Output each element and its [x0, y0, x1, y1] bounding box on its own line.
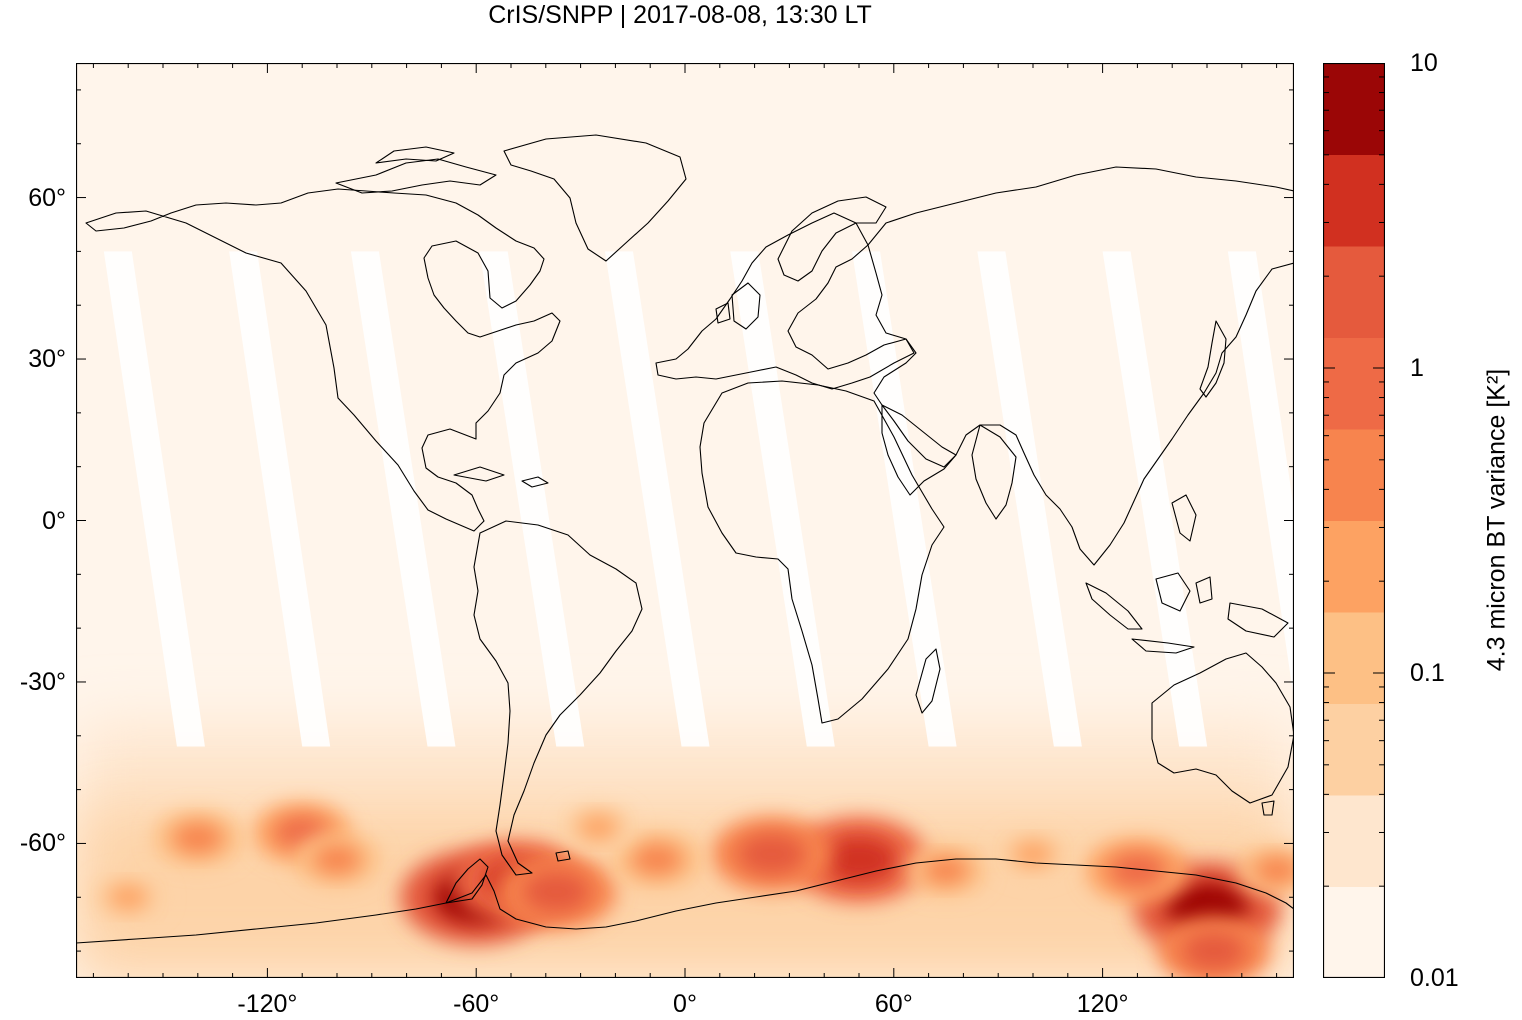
swath-gap-1 — [229, 251, 331, 747]
swath-gap-4 — [604, 251, 710, 747]
swath-gap-0 — [103, 251, 205, 747]
colorbar-label-3: 0.01 — [1410, 964, 1459, 992]
coastlines — [76, 134, 1294, 978]
swath-gap-3 — [479, 251, 585, 747]
colorbar-label-2: 0.1 — [1410, 659, 1445, 687]
colorbar — [1323, 63, 1385, 978]
hotspot-11 — [631, 844, 683, 875]
hotspot-9 — [172, 822, 224, 854]
hotspot-10 — [313, 844, 361, 875]
chart-title: CrIS/SNPP | 2017-08-08, 13:30 LT — [488, 1, 872, 29]
lon-label-0: -120° — [237, 990, 298, 1018]
coast-madagascar — [915, 648, 941, 714]
hotspot-2 — [522, 871, 590, 913]
coast-caribbean — [453, 466, 549, 488]
swath-gap-6 — [852, 251, 957, 747]
colorbar-segment-1 — [1323, 795, 1385, 887]
coast-indonesia — [1085, 494, 1289, 654]
hotspot-12 — [577, 814, 619, 840]
swath-gaps — [103, 251, 1294, 747]
coast-antarctica — [76, 858, 1294, 978]
coast-arctic-islands — [335, 146, 497, 194]
hotspot-6 — [1182, 931, 1246, 971]
lat-label-2: 0° — [42, 506, 66, 535]
hotspot-14 — [1012, 841, 1054, 867]
colorbar-label-0: 10 — [1410, 49, 1438, 77]
coast-scandinavia — [777, 196, 887, 282]
coast-india — [971, 424, 1017, 520]
coast-antarctic-peninsula — [445, 858, 489, 904]
hotspot-3 — [820, 836, 898, 884]
lon-label-2: 0° — [673, 990, 697, 1018]
lon-label-4: 120° — [1076, 990, 1129, 1018]
lon-label-1: -60° — [453, 990, 500, 1018]
coast-south-america — [473, 520, 643, 876]
colorbar-label-1: 1 — [1410, 354, 1424, 382]
hotspot-4 — [738, 833, 806, 875]
swath-gap-5 — [730, 251, 835, 747]
swath-gap-9 — [1227, 251, 1294, 700]
swath-gap-8 — [1102, 251, 1208, 747]
coast-africa — [699, 380, 945, 724]
coast-falklands — [555, 850, 571, 862]
lat-label-4: -60° — [19, 829, 66, 858]
hotspot-16 — [1254, 856, 1294, 885]
colorbar-title: 4.3 micron BT variance [K²] — [1482, 368, 1511, 672]
coast-arabia — [881, 404, 957, 496]
coast-asia — [867, 166, 1294, 566]
variance-hotspots — [92, 802, 1294, 978]
coast-british-isles — [715, 282, 761, 330]
colorbar-segment-6 — [1323, 337, 1385, 430]
coast-greenland — [503, 134, 687, 262]
coast-australia — [1151, 652, 1294, 804]
world-map — [76, 63, 1294, 978]
swath-gap-2 — [350, 251, 456, 747]
colorbar-border — [1323, 63, 1385, 978]
colorbar-segment-5 — [1323, 429, 1385, 521]
lon-label-3: 60° — [874, 990, 913, 1018]
colorbar-segment-3 — [1323, 612, 1385, 704]
coast-tasmania — [1261, 800, 1275, 816]
coast-japan — [1199, 320, 1227, 398]
lat-label-0: 60° — [28, 183, 66, 212]
hotspot-15 — [107, 884, 149, 910]
swath-gap-7 — [977, 251, 1082, 747]
colorbar-segment-0 — [1323, 886, 1385, 978]
colorbar-segment-9 — [1323, 63, 1385, 155]
hotspot-13 — [923, 856, 969, 885]
axis-ticks — [76, 63, 1294, 978]
lat-label-1: 30° — [28, 345, 66, 374]
colorbar-segment-2 — [1323, 703, 1385, 796]
lat-label-3: -30° — [19, 667, 66, 696]
hotspot-7 — [1108, 852, 1167, 888]
colorbar-segment-7 — [1323, 246, 1385, 338]
colorbar-segment-4 — [1323, 520, 1385, 613]
coast-europe — [655, 212, 915, 390]
coast-north-america — [85, 188, 561, 532]
colorbar-segment-8 — [1323, 154, 1385, 247]
